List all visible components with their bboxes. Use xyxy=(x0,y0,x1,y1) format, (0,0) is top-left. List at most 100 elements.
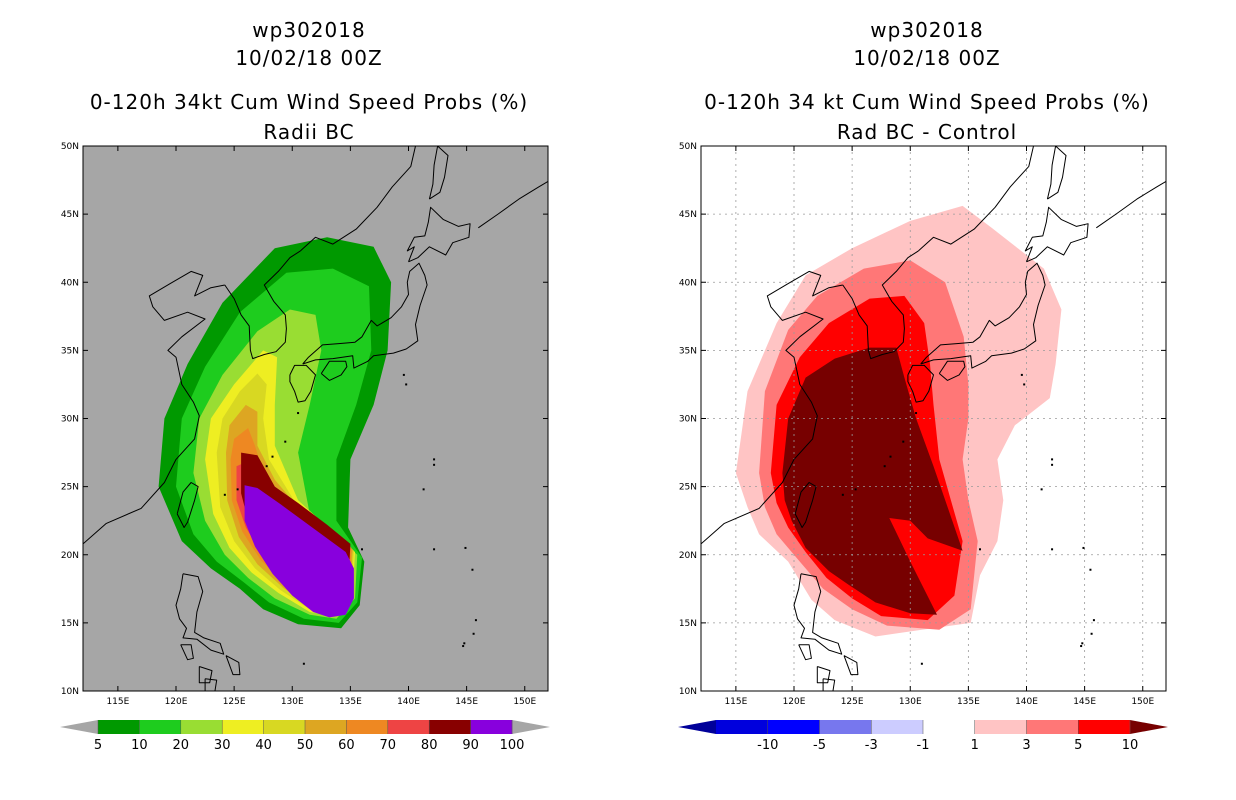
y-tick-label: 20N xyxy=(679,551,697,561)
island-marker xyxy=(889,456,891,458)
y-tick-label: 10N xyxy=(679,687,697,697)
y-tick-label: 45N xyxy=(61,210,79,220)
x-tick-label: 140E xyxy=(1015,697,1038,707)
colorbar-label: -1 xyxy=(917,738,930,753)
colorbar-label: 30 xyxy=(214,738,231,753)
colorbar-label: 5 xyxy=(94,738,102,753)
difference-map: 115E 120E 125E 130E 135E 140E 145E 150E 10N 15N 20… xyxy=(618,0,1236,800)
colorbar-label: 50 xyxy=(297,738,314,753)
y-tick-label: 40N xyxy=(679,278,697,288)
y-tick-label: 35N xyxy=(61,346,79,356)
island-marker xyxy=(403,374,405,376)
island-marker xyxy=(921,663,923,665)
colorbar-label: 90 xyxy=(462,738,479,753)
island-marker xyxy=(1089,569,1091,571)
colorbar-swatch xyxy=(1027,720,1079,734)
island-marker xyxy=(842,494,844,496)
island-marker xyxy=(475,619,477,621)
island-marker xyxy=(284,441,286,443)
x-tick-label: 135E xyxy=(339,697,362,707)
island-marker xyxy=(1051,548,1053,550)
island-marker xyxy=(1081,642,1083,644)
colorbar-swatch xyxy=(346,720,388,734)
colorbar-extend-high xyxy=(512,720,550,734)
colorbar-label: -10 xyxy=(757,738,778,753)
colorbar-label: -3 xyxy=(865,738,878,753)
colorbar-label: 80 xyxy=(421,738,438,753)
island-marker xyxy=(463,642,465,644)
colorbar-swatch xyxy=(820,720,872,734)
colorbar-swatch xyxy=(139,720,181,734)
island-marker xyxy=(1188,495,1190,497)
x-tick-label: 115E xyxy=(106,697,129,707)
colorbar-extend-low xyxy=(678,720,716,734)
island-marker xyxy=(915,412,917,414)
colorbar-swatch xyxy=(429,720,471,734)
island-marker xyxy=(1041,488,1043,490)
x-tick-label: 130E xyxy=(899,697,922,707)
colorbar-swatch xyxy=(1078,720,1130,734)
y-tick-label: 20N xyxy=(61,551,79,561)
y-tick-label: 25N xyxy=(679,483,697,493)
colorbar-label: 20 xyxy=(173,738,190,753)
x-tick-label: 150E xyxy=(513,697,536,707)
colorbar: 5 10 20 30 40 50 60 70 80 90 100 xyxy=(60,720,550,753)
colorbar-swatch xyxy=(768,720,820,734)
y-tick-label: 30N xyxy=(679,415,697,425)
island-marker xyxy=(1051,458,1053,460)
island-marker xyxy=(884,465,886,467)
x-tick-label: 115E xyxy=(724,697,747,707)
island-marker xyxy=(1080,645,1082,647)
island-marker xyxy=(1021,374,1023,376)
colorbar-label: 60 xyxy=(338,738,355,753)
x-tick-label: 140E xyxy=(397,697,420,707)
island-marker xyxy=(361,548,363,550)
island-marker xyxy=(471,569,473,571)
island-marker xyxy=(237,488,239,490)
chart-panel-radii-bc: wp302018 10/02/18 00Z 0-120h 34kt Cum Wi… xyxy=(0,0,618,800)
island-marker xyxy=(405,383,407,385)
colorbar-label: 5 xyxy=(1074,738,1082,753)
x-tick-label: 120E xyxy=(165,697,188,707)
y-tick-label: 25N xyxy=(61,483,79,493)
colorbar: -10 -5 -3 -1 1 3 5 10 xyxy=(678,720,1168,753)
island-marker xyxy=(979,548,981,550)
colorbar-label: 10 xyxy=(131,738,148,753)
x-tick-label: 150E xyxy=(1131,697,1154,707)
colorbar-label: 70 xyxy=(380,738,397,753)
colorbar-swatch xyxy=(264,720,306,734)
colorbar-swatch xyxy=(975,720,1027,734)
colorbar-swatch xyxy=(871,720,923,734)
island-marker xyxy=(433,464,435,466)
island-marker xyxy=(303,663,305,665)
island-marker xyxy=(271,456,273,458)
y-tick-label: 50N xyxy=(679,142,697,152)
island-marker xyxy=(423,488,425,490)
colorbar-swatch xyxy=(98,720,140,734)
colorbar-swatch xyxy=(471,720,513,734)
y-tick-label: 45N xyxy=(679,210,697,220)
island-marker xyxy=(464,547,466,549)
island-marker xyxy=(902,441,904,443)
y-tick-label: 15N xyxy=(61,619,79,629)
chart-panel-difference: wp302018 10/02/18 00Z 0-120h 34 kt Cum W… xyxy=(618,0,1236,800)
island-marker xyxy=(473,633,475,635)
y-tick-label: 10N xyxy=(61,687,79,697)
island-marker xyxy=(433,458,435,460)
x-tick-label: 145E xyxy=(1073,697,1096,707)
x-tick-label: 145E xyxy=(455,697,478,707)
colorbar-extend-low xyxy=(60,720,98,734)
island-marker xyxy=(855,488,857,490)
colorbar-swatch xyxy=(181,720,223,734)
colorbar-swatch xyxy=(388,720,430,734)
island-marker xyxy=(1082,547,1084,549)
island-marker xyxy=(1093,619,1095,621)
island-marker xyxy=(1051,464,1053,466)
colorbar-label: 10 xyxy=(1122,738,1139,753)
colorbar-swatch xyxy=(305,720,347,734)
island-marker xyxy=(462,645,464,647)
colorbar-label: 100 xyxy=(500,738,525,753)
island-marker xyxy=(1091,633,1093,635)
colorbar-label: 1 xyxy=(971,738,979,753)
y-tick-label: 50N xyxy=(61,142,79,152)
